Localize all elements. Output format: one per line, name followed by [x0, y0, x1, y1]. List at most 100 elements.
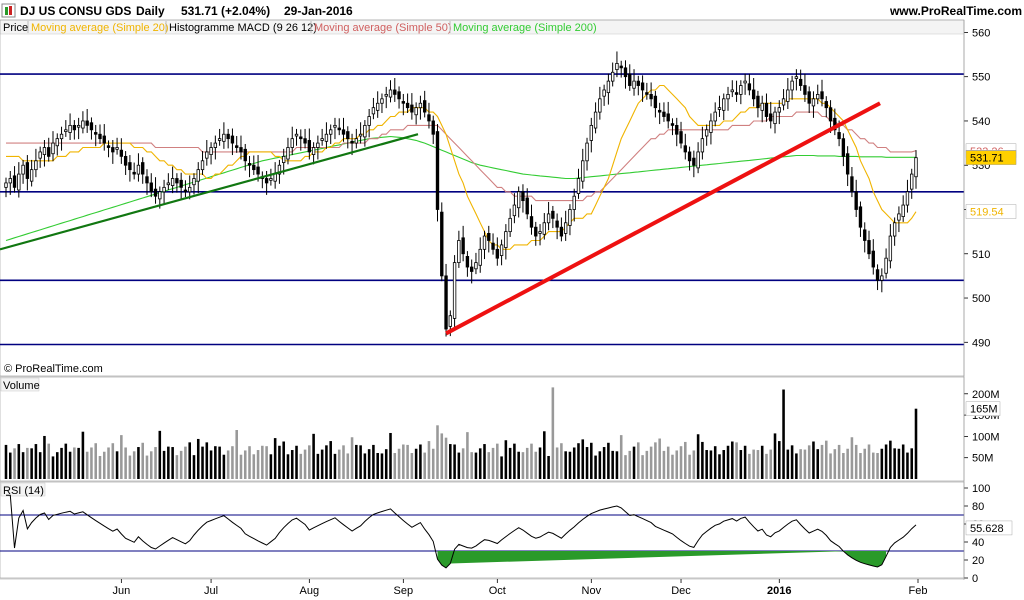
- rsi-tick-label: 100: [972, 483, 990, 495]
- candle-body: [615, 63, 619, 71]
- candle-body: [89, 122, 94, 131]
- candle-body: [499, 244, 504, 256]
- volume-bar: [196, 438, 200, 479]
- volume-bar: [81, 431, 85, 479]
- candle-body: [179, 179, 183, 188]
- volume-bar: [560, 443, 563, 479]
- volume-bar: [192, 455, 196, 479]
- candle-body: [525, 197, 529, 215]
- candle-body: [59, 133, 64, 140]
- candle-body: [910, 173, 914, 190]
- volume-bar: [671, 454, 674, 479]
- candle-body: [205, 151, 209, 159]
- candle-body: [405, 102, 410, 109]
- candle-body: [17, 173, 21, 191]
- volume-bar: [359, 445, 362, 479]
- candle-body: [662, 111, 666, 117]
- legend-ma200[interactable]: Moving average (Simple 200): [453, 22, 597, 34]
- legend-ma20[interactable]: Moving average (Simple 20): [31, 22, 169, 34]
- volume-bar: [880, 448, 884, 479]
- candle-body: [670, 123, 675, 126]
- rsi-title[interactable]: RSI (14): [3, 485, 44, 497]
- candle-body: [329, 129, 333, 135]
- volume-bar: [389, 432, 392, 479]
- volume-title[interactable]: Volume: [3, 380, 40, 392]
- candle-body: [132, 171, 136, 175]
- volume-bar: [13, 448, 16, 479]
- candle-body: [209, 147, 213, 156]
- volume-bar: [658, 438, 661, 479]
- candle-body: [709, 120, 713, 133]
- candle-body: [636, 80, 640, 86]
- volume-bar: [517, 451, 520, 479]
- candle-body: [166, 182, 171, 186]
- header-site: www.ProRealTime.com: [889, 4, 1022, 18]
- candle-body: [542, 222, 546, 235]
- volume-bar: [162, 450, 166, 479]
- candle-body: [512, 204, 517, 217]
- trendline-uptrend-green: [0, 133, 419, 251]
- volume-bar: [201, 446, 204, 479]
- price-panel: 490500510520530540550560 533.26531.8531.…: [0, 19, 1017, 377]
- candle-body: [136, 164, 141, 175]
- volume-bar: [325, 445, 328, 479]
- candle-body: [38, 151, 42, 159]
- volume-bar: [68, 451, 72, 479]
- candle-body: [867, 240, 871, 255]
- candle-body: [619, 65, 623, 69]
- volume-bar: [26, 447, 29, 479]
- volume-bar: [816, 449, 820, 479]
- candle-body: [495, 248, 499, 259]
- volume-bar: [876, 453, 879, 479]
- volume-bar: [504, 440, 508, 479]
- candle-body: [290, 138, 294, 148]
- candle-body: [98, 133, 102, 140]
- volume-bar: [154, 447, 157, 479]
- volume-bar: [226, 450, 230, 479]
- legend-ma50[interactable]: Moving average (Simple 50): [314, 22, 452, 34]
- ma20-tag-label: 519.54: [970, 207, 1004, 219]
- volume-bar: [628, 450, 632, 479]
- legend-macd[interactable]: Histogramme MACD (9 26 12): [169, 22, 317, 34]
- volume-bar: [521, 452, 525, 479]
- volume-bar: [842, 453, 845, 479]
- legend-price[interactable]: Price: [3, 22, 28, 34]
- candle-body: [717, 107, 722, 110]
- candle-body: [905, 191, 910, 206]
- volume-bar: [551, 387, 555, 479]
- candle-body: [816, 94, 820, 100]
- x-tick-label: Oct: [489, 585, 506, 597]
- candle-body: [606, 80, 611, 94]
- candle-body: [854, 191, 858, 210]
- candle-body: [914, 157, 918, 178]
- candle-body: [21, 164, 25, 175]
- volume-bar: [115, 451, 119, 479]
- x-tick-label: Feb: [909, 585, 928, 597]
- app-icon-bar-red: [9, 6, 12, 15]
- volume-bar: [863, 448, 867, 479]
- volume-bar: [252, 454, 256, 479]
- header-symbol: DJ US CONSU GDS: [20, 4, 131, 18]
- candle-body: [786, 89, 790, 102]
- candle-body: [4, 182, 8, 188]
- volume-bar: [850, 437, 854, 479]
- rsi-axis: 02040608010055.628: [964, 483, 1013, 585]
- volume-bar: [402, 444, 405, 479]
- indicator-legend: Price Moving average (Simple 20) Histogr…: [0, 19, 965, 35]
- candle-body: [504, 231, 508, 248]
- candle-body: [286, 147, 290, 160]
- volume-bar: [171, 447, 174, 479]
- candle-body: [68, 124, 72, 133]
- candle-body: [841, 138, 846, 157]
- volume-bar: [778, 441, 781, 479]
- candle-body: [12, 175, 17, 188]
- volume-bar: [487, 452, 491, 479]
- header: DJ US CONSU GDS Daily 531.71 (+2.04%) 29…: [1, 3, 1022, 18]
- volume-bar: [265, 446, 268, 479]
- volume-bar: [231, 446, 234, 479]
- candle-body: [798, 78, 803, 86]
- volume-bar: [820, 444, 824, 479]
- volume-tick-label: 100M: [972, 431, 1000, 443]
- volume-bar: [158, 430, 162, 479]
